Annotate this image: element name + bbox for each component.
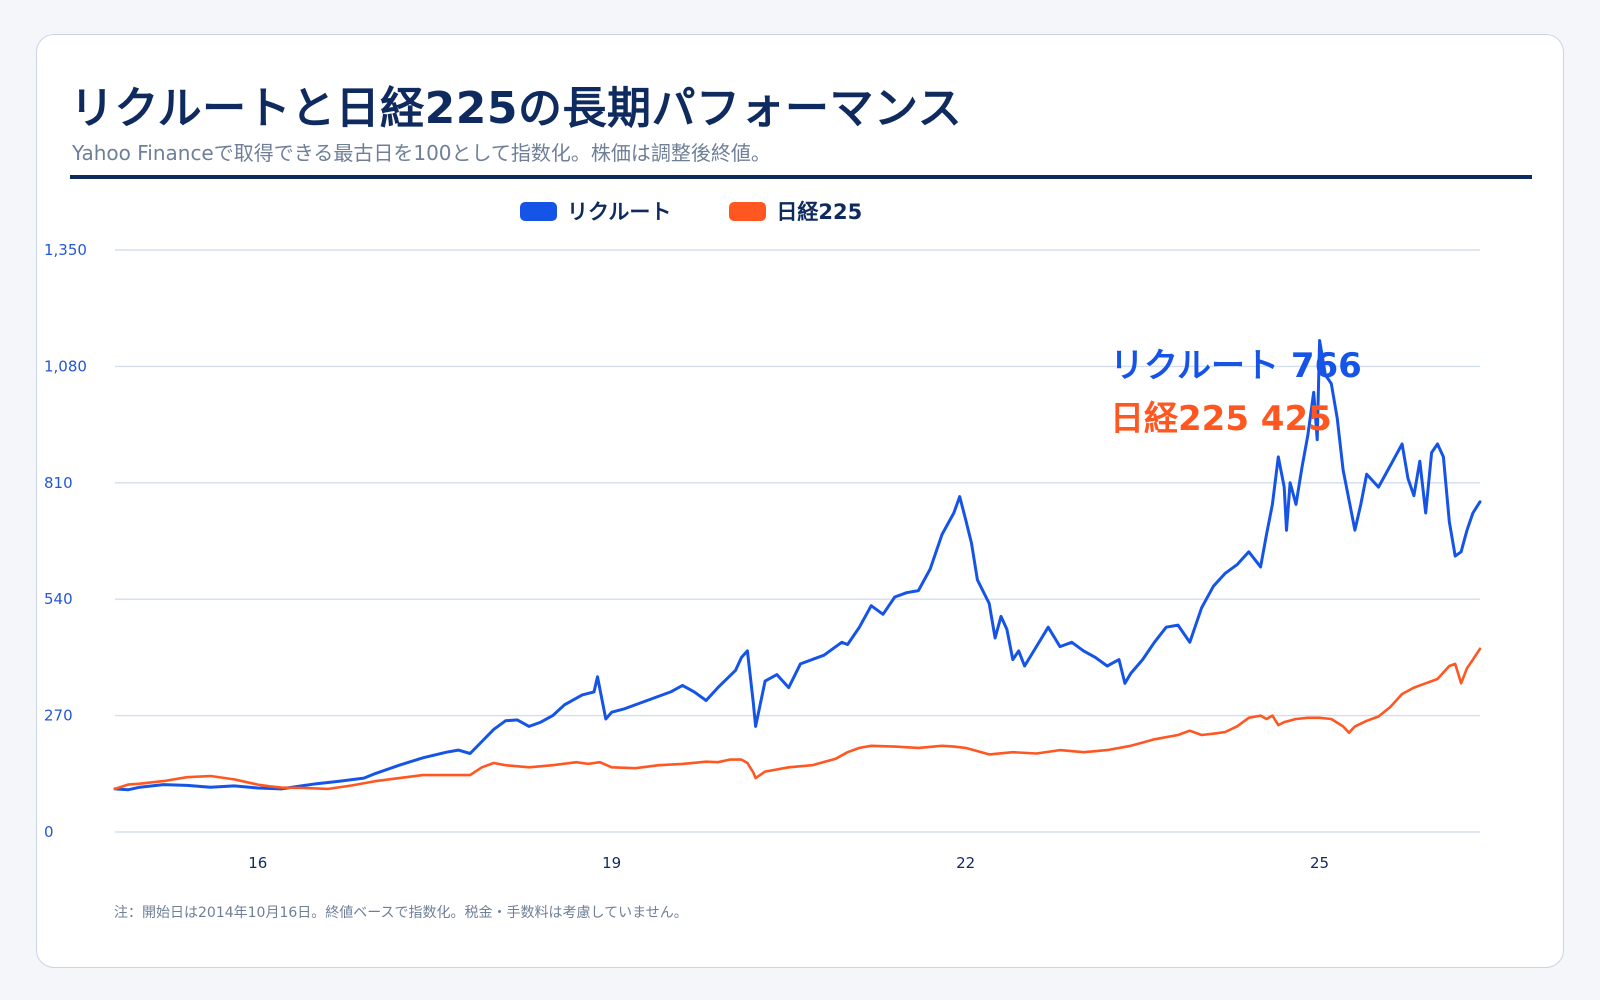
annotation-nikkei: 日経225 425 [1110,399,1332,439]
legend-item-recruit: リクルート [520,196,671,226]
series-lines [113,339,1482,792]
series-line-recruit [113,339,1482,792]
footnote: 注：開始日は2014年10月16日。終値ベースで指数化。税金・手数料は考慮してい… [114,905,688,921]
legend-label-nikkei: 日経225 [776,200,863,224]
chart-legend: リクルート 日経225 [520,196,920,226]
title-divider [70,175,1532,179]
y-tick-label: 0 [44,823,54,841]
x-axis-ticks: 16 19 22 25 [248,854,1329,872]
legend-label-recruit: リクルート [567,200,672,224]
legend-swatch-recruit [520,201,557,221]
chart-grid [115,249,1480,833]
y-tick-label: 1,350 [44,241,87,259]
x-tick-label: 16 [248,854,267,872]
y-tick-label: 810 [44,474,73,492]
x-tick-label: 19 [602,854,621,872]
annotation-recruit: リクルート 766 [1110,346,1362,386]
series-line-nikkei [113,647,1482,791]
y-tick-label: 540 [44,590,73,608]
legend-swatch-nikkei [729,201,767,221]
page-title: リクルートと日経225の長期パフォーマンス [70,83,963,134]
chart-card [36,34,1564,968]
page-subtitle: Yahoo Financeで取得できる最古日を100として指数化。株価は調整後終… [72,141,771,165]
y-tick-label: 1,080 [44,357,87,375]
y-tick-label: 270 [44,707,73,725]
x-tick-label: 25 [1310,854,1329,872]
legend-item-nikkei: 日経225 [729,196,862,226]
y-axis-ticks: 0 270 540 810 1,080 1,350 [44,241,87,841]
x-tick-label: 22 [956,854,975,872]
